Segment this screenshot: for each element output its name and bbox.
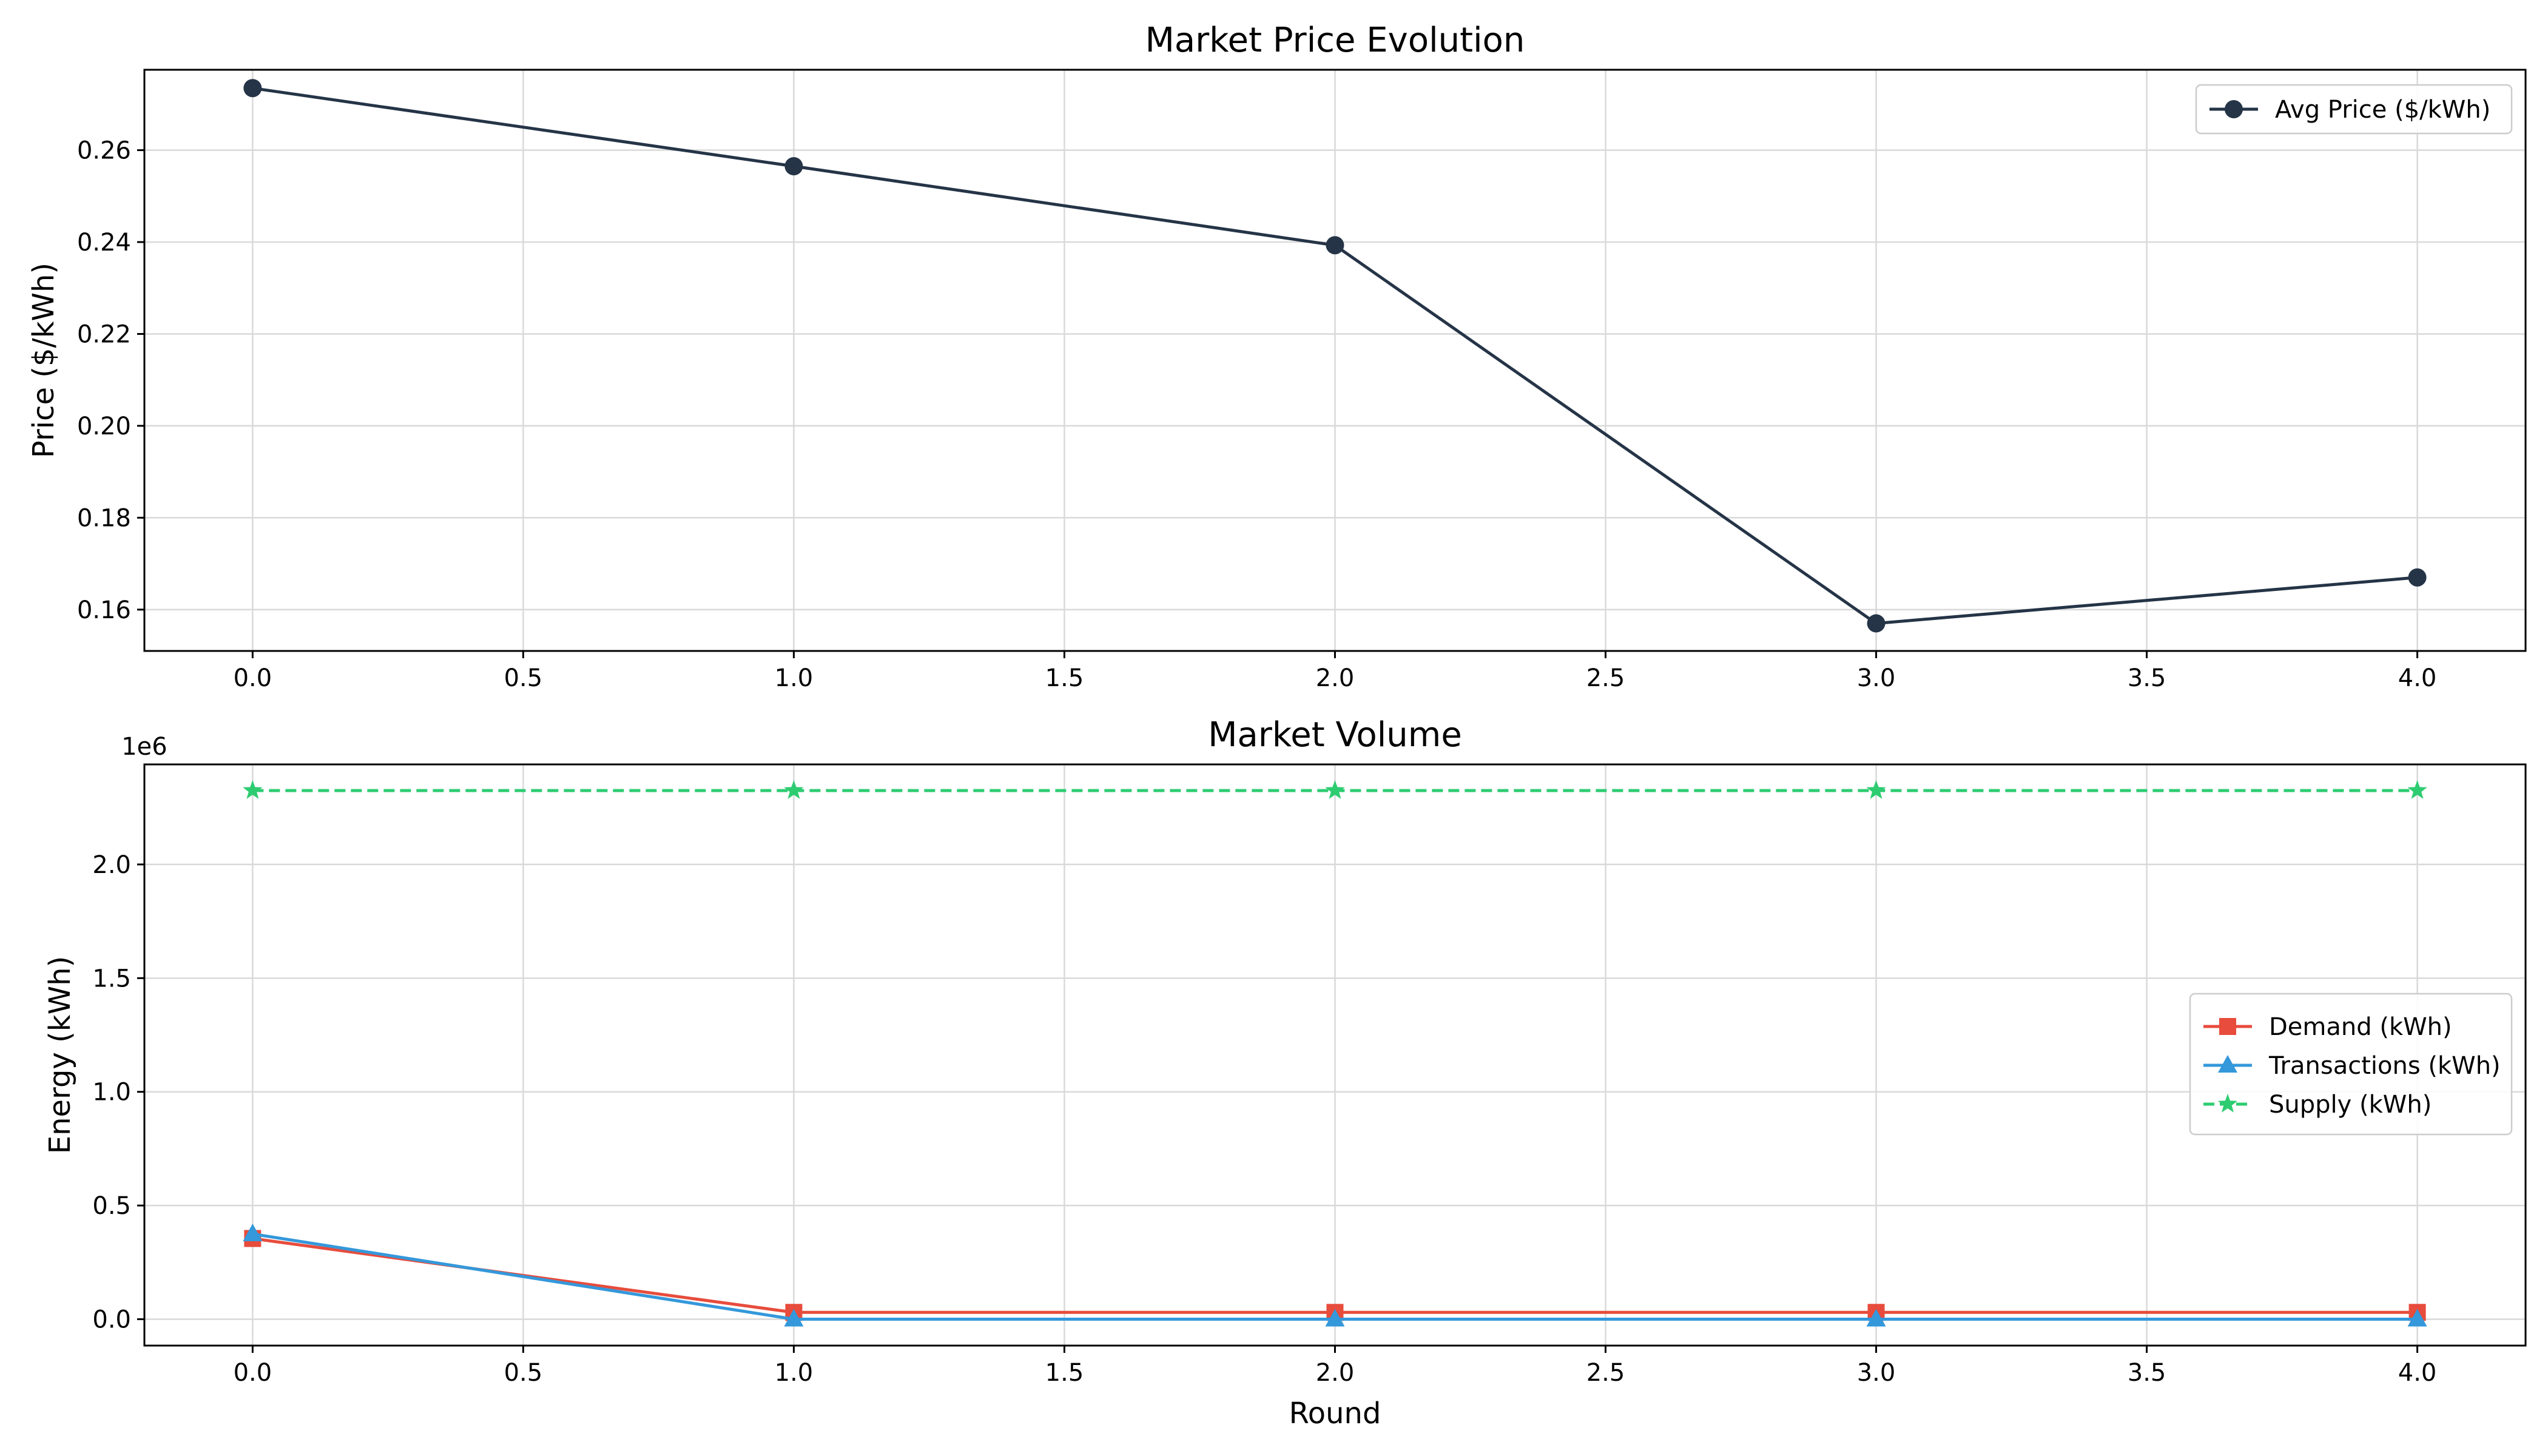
data-point xyxy=(784,780,804,799)
y-axis-label: Energy (kWh) xyxy=(43,956,77,1154)
axes-frame xyxy=(143,69,2527,652)
x-tick-label: 0.0 xyxy=(234,1359,272,1387)
series-group xyxy=(243,79,2427,633)
data-point xyxy=(243,79,262,98)
legend: Demand (kWh) Transactions (kWh) Supply (kW… xyxy=(2189,993,2513,1136)
data-point xyxy=(243,1223,263,1241)
data-point xyxy=(243,780,263,799)
legend-swatch-marker xyxy=(2225,100,2243,118)
y-tick-label: 1.0 xyxy=(92,1079,131,1107)
legend-swatch-marker xyxy=(2217,1094,2238,1113)
data-point xyxy=(1325,1309,1345,1327)
data-point xyxy=(1866,1309,1886,1327)
price-chart: 0.0 0.5 1.0 1.5 2.0 2.5 3.0 3.5 4.0 0.16 0.18 0.20 0… xyxy=(27,21,2527,692)
y-tick-label: 0.18 xyxy=(77,504,131,532)
x-tick-label: 1.5 xyxy=(1045,1359,1084,1387)
legend-label: Avg Price ($/kWh) xyxy=(2275,96,2490,124)
y-tick-label: 0.5 xyxy=(92,1192,131,1220)
y-tick-label: 0.24 xyxy=(77,229,131,257)
x-tick-label: 4.0 xyxy=(2398,664,2437,692)
data-point xyxy=(1325,780,1345,799)
chart-title: Market Volume xyxy=(1208,715,1462,755)
data-point xyxy=(784,1309,804,1327)
y-axis-label: Price ($/kWh) xyxy=(27,263,61,458)
x-tick-label: 2.5 xyxy=(1586,664,1625,692)
data-point xyxy=(1866,780,1886,799)
data-point xyxy=(2407,780,2427,799)
legend-swatch-marker xyxy=(2219,1018,2236,1035)
x-tick-label: 2.0 xyxy=(1316,664,1355,692)
y-tick-label: 1.5 xyxy=(92,965,131,993)
axes-frame xyxy=(143,763,2527,1347)
x-tick-label: 1.0 xyxy=(775,1359,814,1387)
legend-label: Demand (kWh) xyxy=(2269,1013,2452,1041)
legend-label: Supply (kWh) xyxy=(2269,1091,2432,1119)
chart-title: Market Price Evolution xyxy=(1145,21,1525,60)
volume-chart: 0.0 0.5 1.0 1.5 2.0 2.5 3.0 3.5 4.0 0.0 0.5 1.0 1.5 2… xyxy=(43,715,2527,1431)
x-tick-label: 0.0 xyxy=(234,664,272,692)
axis-offset-text: 1e6 xyxy=(121,733,167,761)
x-tick-label: 2.0 xyxy=(1316,1359,1355,1387)
x-tick-label: 1.5 xyxy=(1045,664,1084,692)
y-tick-label: 0.0 xyxy=(92,1306,131,1334)
legend-box xyxy=(2195,84,2513,135)
x-tick-label: 4.0 xyxy=(2398,1359,2437,1387)
legend-label: Transactions (kWh) xyxy=(2268,1052,2501,1080)
data-point xyxy=(1867,614,1886,633)
y-tick-label: 0.26 xyxy=(77,137,131,165)
x-tick-label: 1.0 xyxy=(775,664,814,692)
x-tick-label: 3.0 xyxy=(1857,1359,1896,1387)
x-tick-label: 3.5 xyxy=(2128,1359,2166,1387)
series-group xyxy=(243,780,2427,1327)
y-tick-label: 0.20 xyxy=(77,413,131,440)
x-axis-label: Round xyxy=(1289,1397,1381,1431)
legend-box xyxy=(2189,993,2513,1136)
x-tick-label: 0.5 xyxy=(504,1359,543,1387)
y-tick-label: 2.0 xyxy=(92,851,131,879)
data-point xyxy=(784,157,803,176)
x-tick-label: 2.5 xyxy=(1586,1359,1625,1387)
y-tick-label: 0.16 xyxy=(77,596,131,624)
y-tick-label: 0.22 xyxy=(77,320,131,348)
data-point xyxy=(2408,568,2427,587)
data-point xyxy=(1326,236,1344,255)
x-tick-label: 3.5 xyxy=(2128,664,2166,692)
legend: Avg Price ($/kWh) xyxy=(2195,84,2513,135)
x-tick-label: 3.0 xyxy=(1857,664,1896,692)
x-tick-label: 0.5 xyxy=(504,664,543,692)
legend-swatch-marker xyxy=(2218,1055,2237,1073)
data-point xyxy=(2407,1309,2427,1327)
